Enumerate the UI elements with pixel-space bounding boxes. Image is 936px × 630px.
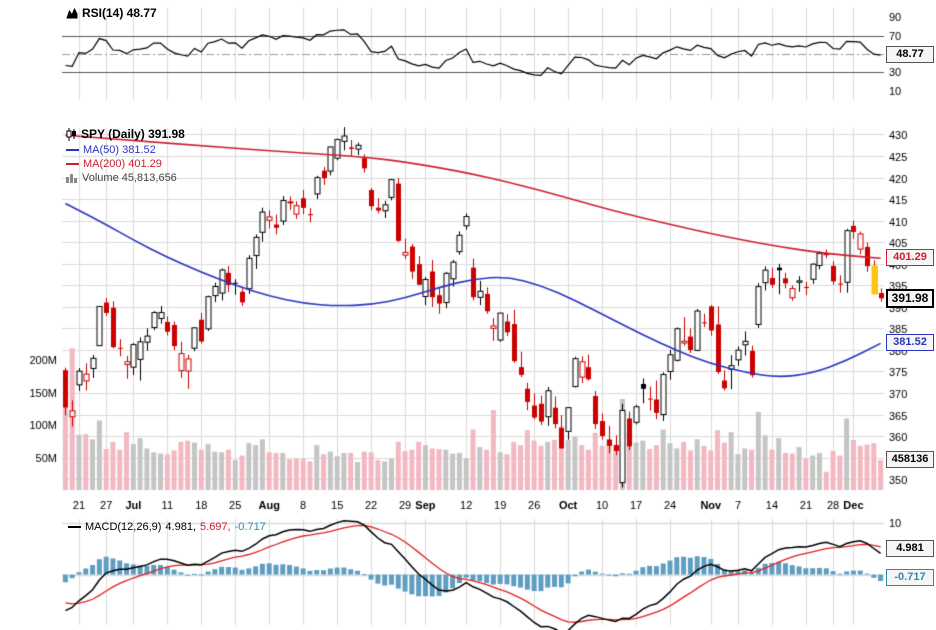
- ma50-legend: MA(50) 381.52: [66, 144, 156, 156]
- macd-line-icon: [68, 526, 81, 528]
- macd-value-box: 4.981: [886, 540, 934, 557]
- rsi-line-icon: [66, 7, 78, 18]
- macd-legend: MACD(12,26,9) 4.981, 5.697, -0.717: [68, 521, 266, 533]
- symbol-legend-label: SPY (Daily) 391.98: [81, 127, 185, 141]
- volume-value-box: 458136: [886, 451, 934, 468]
- ma50-line-icon: [66, 149, 79, 151]
- ma50-value-box: 381.52: [886, 334, 934, 351]
- ma200-legend-label: MA(200) 401.29: [83, 158, 162, 170]
- volume-bars-icon: [66, 174, 77, 183]
- macd-legend-value: 4.981,: [165, 521, 197, 533]
- rsi-value-box: 48.77: [886, 46, 934, 63]
- ma200-legend: MA(200) 401.29: [66, 158, 162, 170]
- macd-hist-value: -0.717: [234, 521, 266, 533]
- macd-signal-value: 5.697,: [200, 521, 231, 533]
- ma200-value-box: 401.29: [886, 249, 934, 266]
- symbol-legend: SPY (Daily) 391.98: [66, 127, 185, 141]
- volume-legend: Volume 45,813,656: [66, 172, 177, 184]
- ma200-line-icon: [66, 163, 79, 165]
- candlestick-icon: [66, 127, 76, 141]
- macd-hist-value-box: -0.717: [886, 569, 934, 586]
- macd-legend-name: MACD(12,26,9): [85, 521, 162, 533]
- last-price-box: 391.98: [886, 289, 934, 308]
- rsi-legend-label: RSI(14) 48.77: [82, 6, 157, 20]
- rsi-legend: RSI(14) 48.77: [66, 6, 157, 20]
- volume-legend-label: Volume 45,813,656: [82, 172, 177, 184]
- ma50-legend-label: MA(50) 381.52: [83, 144, 156, 156]
